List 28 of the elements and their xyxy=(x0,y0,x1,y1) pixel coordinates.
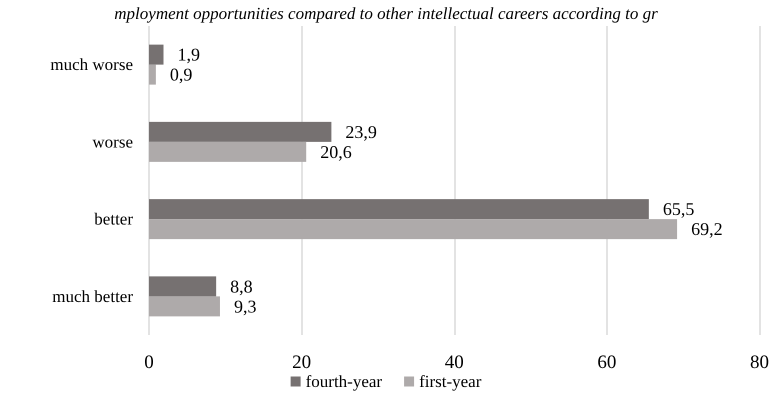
data-label: 69,2 xyxy=(691,219,723,240)
x-tick-label: 80 xyxy=(750,352,769,373)
chart-title: mployment opportunities compared to other intellectual careers according to gr xyxy=(114,4,658,23)
data-label: 0,9 xyxy=(170,64,192,85)
bar xyxy=(149,142,306,162)
y-tick-label: much worse xyxy=(50,55,133,74)
data-label: 20,6 xyxy=(320,142,352,162)
data-label: 1,9 xyxy=(178,44,200,65)
data-label: 8,8 xyxy=(230,276,253,296)
y-tick-label: worse xyxy=(92,132,133,152)
bar xyxy=(149,199,649,220)
bar xyxy=(149,219,678,240)
bar xyxy=(149,64,156,85)
y-tick-label: better xyxy=(94,210,134,229)
x-tick-label: 60 xyxy=(597,352,616,373)
x-tick-label: 40 xyxy=(444,352,464,373)
x-tick-label: 0 xyxy=(144,352,154,373)
y-tick-label: much better xyxy=(52,286,134,306)
data-label: 9,3 xyxy=(234,296,256,316)
legend-label: first-year xyxy=(419,372,482,391)
data-label: 65,5 xyxy=(662,199,694,220)
x-tick-label: 20 xyxy=(292,352,312,373)
bar xyxy=(149,44,164,65)
bar xyxy=(149,296,220,316)
bar xyxy=(149,276,216,296)
legend-label: fourth-year xyxy=(306,372,382,391)
data-label: 23,9 xyxy=(345,122,377,142)
bar xyxy=(149,122,332,142)
